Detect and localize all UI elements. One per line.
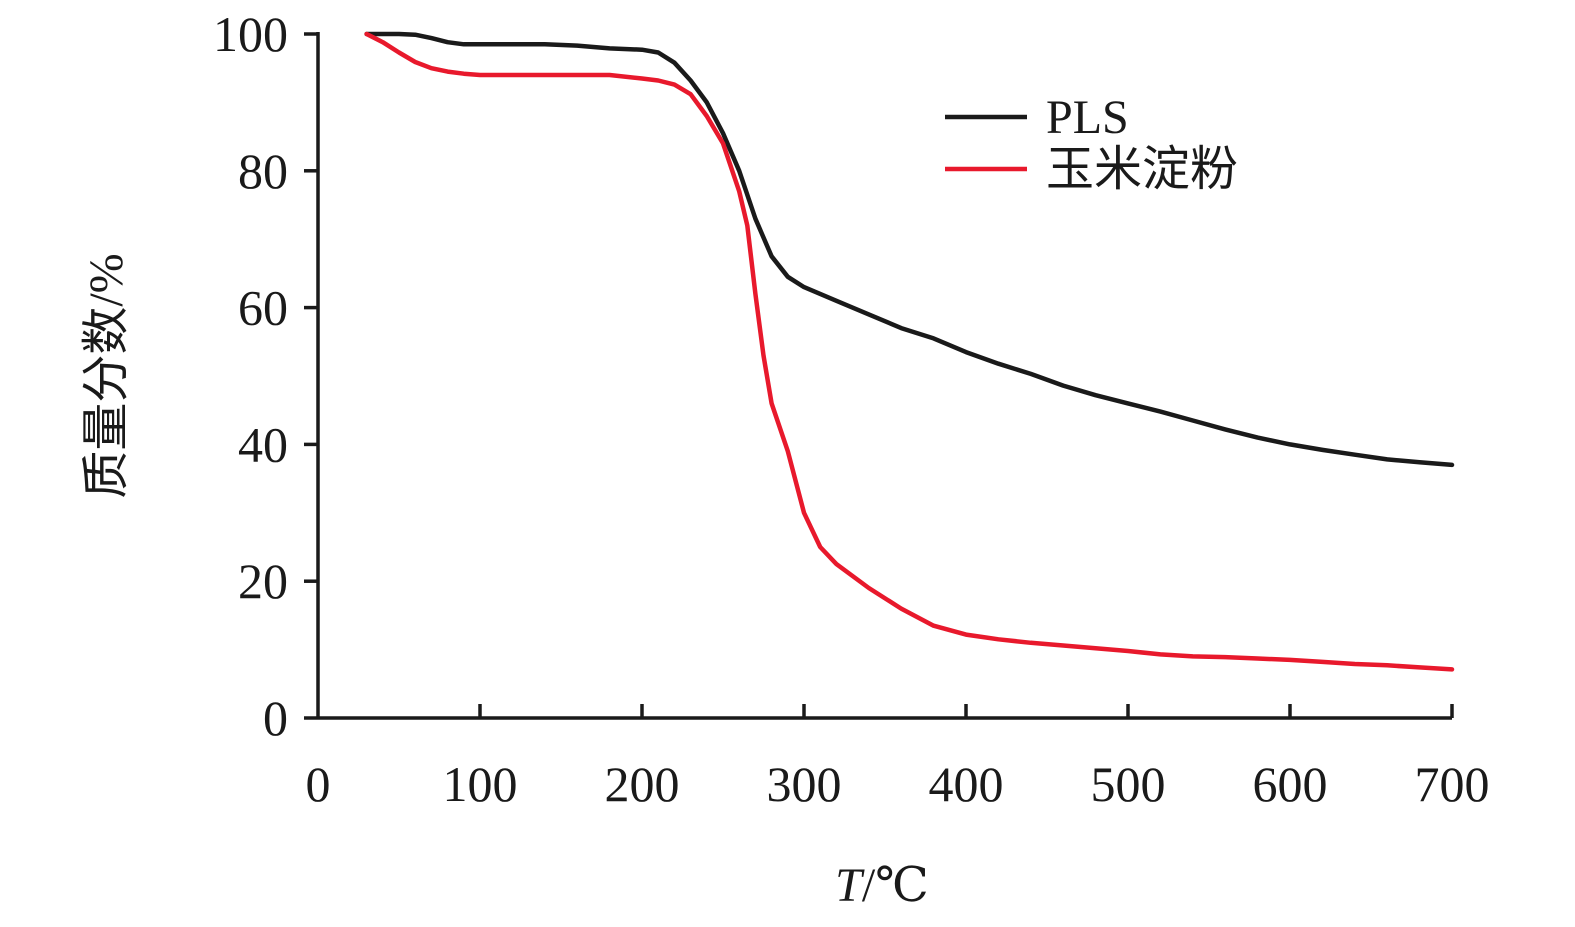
y-tick-label-80: 80 [238,143,288,199]
y-axis-title: 质量分数/% [80,253,133,498]
y-tick-label-60: 60 [238,280,288,336]
x-tick-label-600: 600 [1253,756,1328,812]
x-tick-label-0: 0 [306,756,331,812]
series-layer [364,31,1455,672]
series-line-2 [364,31,1455,672]
x-tick-label-500: 500 [1091,756,1166,812]
y-tick-label-20: 20 [238,553,288,609]
legend-label-1: PLS [1046,91,1129,144]
x-tick-label-100: 100 [443,756,518,812]
x-axis-label: T/℃ [835,859,929,912]
x-tick-label-200: 200 [605,756,680,812]
tick-labels: 0 20 40 60 80 100 0 100 200 300 400 500 600 700 [213,6,1490,812]
x-tick-label-400: 400 [929,756,1004,812]
y-tick-label-40: 40 [238,416,288,472]
series-line-1 [364,31,1455,468]
y-tick-label-100: 100 [213,6,288,62]
y-tick-label-0: 0 [263,690,288,746]
x-tick-label-700: 700 [1415,756,1490,812]
axes [304,32,1454,720]
x-tick-label-300: 300 [767,756,842,812]
y-axis-label: 质量分数/% [80,253,133,498]
legend-label-2: 玉米淀粉 [1046,143,1238,196]
